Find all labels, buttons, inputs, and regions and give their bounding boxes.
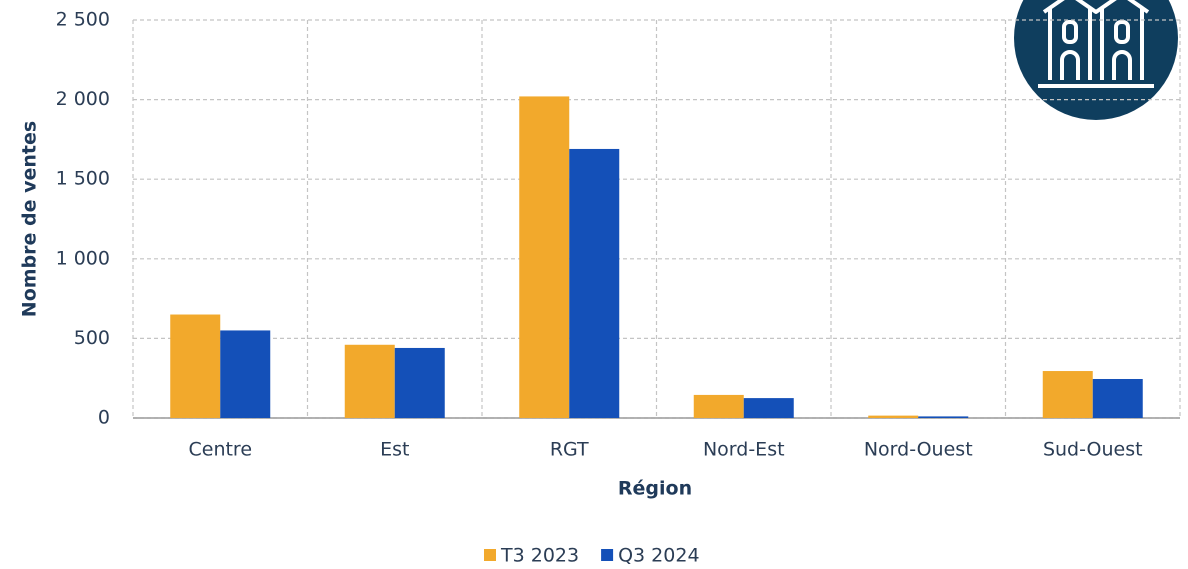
bar (569, 148, 620, 418)
bar (1042, 371, 1093, 418)
bar (693, 394, 744, 418)
x-tick-label: RGT (550, 439, 589, 461)
bar (868, 415, 919, 418)
x-axis-title: Région (618, 478, 692, 500)
x-tick-label: Est (380, 439, 409, 461)
x-tick-label: Centre (188, 439, 252, 461)
bar (743, 398, 794, 418)
y-tick-label: 2 000 (56, 88, 110, 110)
y-tick-label: 2 500 (56, 9, 110, 31)
y-tick-label: 500 (74, 327, 110, 349)
legend-label: T3 2023 (500, 545, 579, 567)
bar (220, 330, 271, 418)
bar (344, 344, 395, 418)
legend-swatch (601, 549, 614, 561)
legend-swatch (484, 549, 496, 561)
bar (170, 314, 221, 418)
house-icon (1014, 0, 1178, 120)
bar (394, 347, 445, 418)
y-tick-label: 0 (98, 407, 110, 429)
y-tick-label: 1 500 (56, 168, 110, 190)
y-axis-title: Nombre de ventes (19, 121, 41, 317)
legend-label: Q3 2024 (618, 545, 699, 567)
bar (1092, 378, 1143, 418)
x-tick-label: Nord-Ouest (864, 439, 973, 461)
x-tick-label: Nord-Est (703, 439, 785, 461)
y-tick-label: 1 000 (56, 247, 110, 269)
bar (519, 96, 570, 418)
x-tick-label: Sud-Ouest (1043, 439, 1143, 461)
bar (918, 416, 969, 418)
